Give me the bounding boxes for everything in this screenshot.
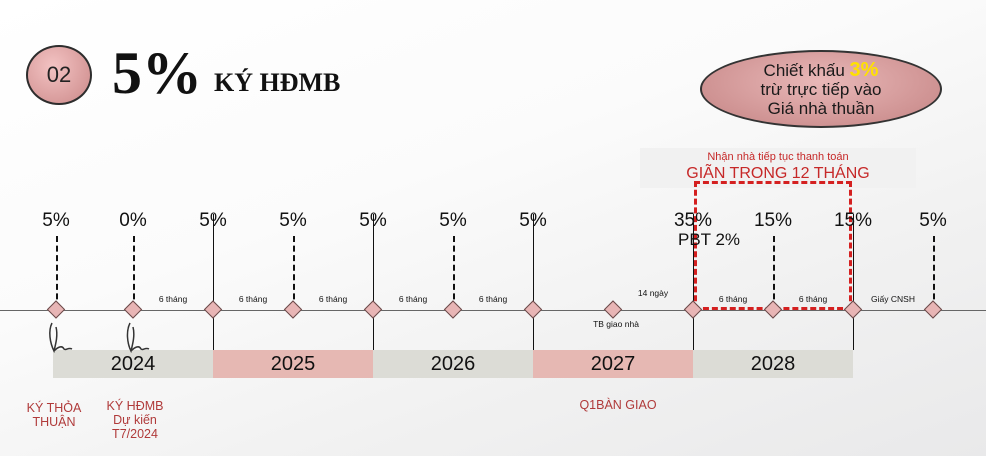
- payment-connector: [773, 236, 775, 309]
- milestone-marker: [443, 300, 463, 319]
- interval-label: 6 tháng: [158, 294, 188, 304]
- payment-percent: 35%: [673, 210, 713, 231]
- year-band: 2025: [213, 350, 373, 378]
- interval-label: Giấy CNSH: [871, 294, 915, 304]
- year-divider: [213, 214, 214, 350]
- timeline-axis: [0, 310, 986, 311]
- label-sign-hdmb-text: KÝ HĐMB Dự kiến T7/2024: [106, 399, 164, 441]
- payment-connector: [933, 236, 935, 309]
- payment-percent: 5%: [279, 210, 307, 231]
- year-band: 2026: [373, 350, 533, 378]
- payment-percent: 5%: [919, 210, 947, 231]
- discount-highlight: 3%: [849, 58, 879, 81]
- step-number-badge: 02: [26, 45, 92, 105]
- milestone-marker: [203, 300, 223, 319]
- label-q1-handover: Q1BÀN GIAO: [579, 398, 657, 412]
- year-band: 2028: [693, 350, 853, 378]
- installment-note-line2: GIÃN TRONG 12 THÁNG: [686, 165, 870, 182]
- milestone-marker: [603, 300, 623, 319]
- payment-connector: [293, 236, 295, 309]
- payment-connector: [56, 236, 58, 309]
- discount-line1: Chiết khấu 3%: [702, 58, 940, 81]
- payment-percent: 5%: [42, 210, 70, 231]
- payment-percent: 5%: [439, 210, 467, 231]
- payment-percent: 15%: [753, 210, 793, 231]
- milestone-marker: [923, 300, 943, 319]
- discount-bubble: Chiết khấu 3% trừ trực tiếp vào Giá nhà …: [700, 50, 942, 128]
- headline-title: KÝ HĐMB: [214, 68, 341, 97]
- interval-label: 6 tháng: [318, 294, 348, 304]
- headline-percent: 5%: [112, 40, 202, 106]
- payment-connector: [133, 236, 135, 309]
- milestone-marker: [46, 300, 66, 319]
- payment-percent: 5%: [199, 210, 227, 231]
- installment-note-line1: Nhận nhà tiếp tục thanh toán: [707, 151, 849, 163]
- payment-percent: 0%: [119, 210, 147, 231]
- year-divider: [853, 214, 854, 350]
- discount-line3: Giá nhà thuần: [767, 98, 875, 118]
- year-divider: [373, 214, 374, 350]
- milestone-marker: [123, 300, 143, 319]
- year-band: 2024: [53, 350, 213, 378]
- interval-label: 14 ngày: [637, 288, 669, 298]
- year-band: 2027: [533, 350, 693, 378]
- interval-label: 6 tháng: [398, 294, 428, 304]
- milestone-marker: [283, 300, 303, 319]
- label-sign-agreement: KÝ THỎA THUẬN: [27, 401, 82, 429]
- year-divider: [533, 214, 534, 350]
- signature-icon: [126, 322, 150, 354]
- milestone-marker: [363, 300, 383, 319]
- year-divider: [693, 214, 694, 350]
- label-sign-hdmb: KÝ HĐMB Dự kiến T7/2024: [107, 399, 164, 441]
- payment-percent: 5%: [519, 210, 547, 231]
- payment-percent: 5%: [359, 210, 387, 231]
- discount-line2: trừ trực tiếp vào: [760, 79, 882, 99]
- milestone-marker: [523, 300, 543, 319]
- step-number: 02: [46, 62, 72, 87]
- pbt-label: PBT 2%: [678, 230, 741, 249]
- handover-notice-label: TB giao nhà: [593, 319, 639, 329]
- discount-prefix: Chiết khấu: [763, 60, 850, 80]
- payment-connector: [453, 236, 455, 309]
- label-sign-agreement-text: KÝ THỎA THUẬN: [26, 401, 82, 429]
- interval-label: 6 tháng: [798, 294, 828, 304]
- interval-label: 6 tháng: [718, 294, 748, 304]
- interval-label: 6 tháng: [238, 294, 268, 304]
- signature-icon: [49, 322, 73, 354]
- payment-percent: 15%: [833, 210, 873, 231]
- interval-label: 6 tháng: [478, 294, 508, 304]
